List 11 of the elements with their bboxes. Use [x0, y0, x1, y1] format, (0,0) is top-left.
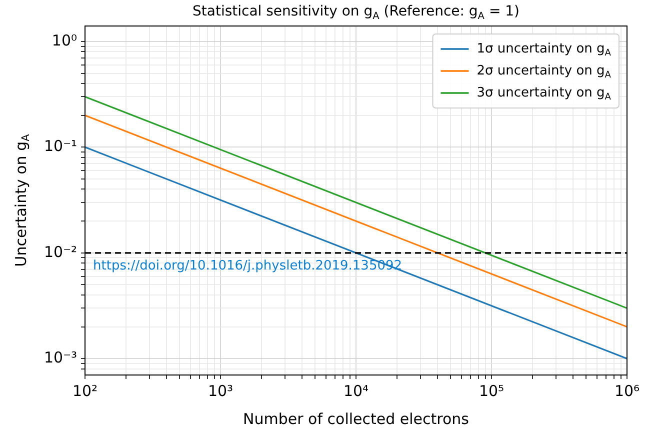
x-tick-label: 10⁴ [343, 382, 369, 400]
x-tick-label: 10² [72, 382, 98, 400]
y-tick-label: 10⁻² [44, 242, 78, 261]
x-tick-label: 10⁵ [478, 382, 504, 400]
y-axis-title: Uncertainty on gA [12, 133, 32, 267]
y-tick-label: 10⁻³ [44, 348, 78, 367]
x-axis-title: Number of collected electrons [243, 410, 470, 428]
y-tick-label: 10⁰ [52, 31, 78, 50]
y-tick-label: 10⁻¹ [44, 137, 78, 156]
x-tick-label: 10⁶ [614, 382, 640, 400]
x-tick-label: 10³ [208, 382, 234, 400]
